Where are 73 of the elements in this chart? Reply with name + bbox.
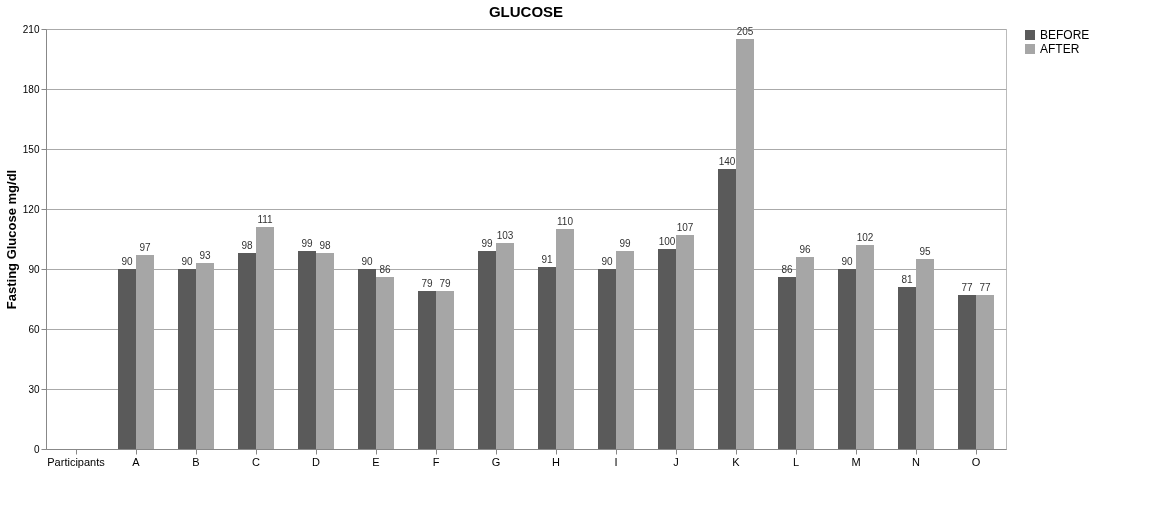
data-label: 90: [841, 256, 853, 267]
y-tick-label: 120: [22, 203, 40, 215]
data-label: 205: [736, 26, 754, 37]
bar: [478, 251, 496, 449]
data-label: 81: [901, 274, 913, 285]
data-label: 98: [319, 240, 331, 251]
x-tick-label: N: [912, 455, 921, 468]
x-tick-label: I: [614, 455, 618, 468]
data-label: 99: [301, 238, 313, 249]
data-label: 140: [718, 156, 736, 167]
data-label: 98: [241, 240, 253, 251]
x-tick-label: B: [192, 455, 200, 468]
x-tick-label: L: [792, 455, 800, 468]
data-label: 110: [557, 216, 574, 227]
bar: [718, 169, 736, 449]
legend-label: BEFORE: [1040, 28, 1090, 42]
data-label: 79: [439, 278, 451, 289]
data-label: 77: [979, 282, 991, 293]
y-tick-label: 90: [28, 263, 40, 275]
bar: [238, 253, 256, 449]
bar: [358, 269, 376, 449]
bar: [778, 277, 796, 449]
legend-label: AFTER: [1040, 42, 1080, 56]
data-label: 100: [658, 236, 676, 247]
x-tick-label: F: [432, 455, 440, 468]
data-label: 102: [856, 232, 874, 243]
data-label: 99: [481, 238, 493, 249]
data-label: 86: [379, 264, 391, 275]
y-tick-label: 210: [22, 23, 40, 35]
x-tick-label: O: [971, 455, 981, 468]
y-tick-label: 150: [22, 143, 40, 155]
data-label: 90: [601, 256, 613, 267]
data-label: 77: [961, 282, 973, 293]
x-tick-label: D: [312, 455, 321, 468]
y-tick-label: 180: [22, 83, 40, 95]
y-tick-label: 30: [28, 383, 40, 395]
bar: [658, 249, 676, 449]
data-label: 93: [199, 250, 211, 261]
x-tick-label: J: [673, 455, 679, 468]
bar: [898, 287, 916, 449]
bar: [178, 269, 196, 449]
x-tick-label: G: [491, 455, 501, 468]
data-label: 79: [421, 278, 433, 289]
bar: [838, 269, 856, 449]
data-label: 111: [257, 214, 274, 225]
data-label: 107: [676, 222, 694, 233]
y-tick-label: 60: [28, 323, 40, 335]
data-label: 91: [541, 254, 553, 265]
x-tick-label: A: [132, 455, 141, 468]
bar: [118, 269, 136, 449]
bar: [598, 269, 616, 449]
x-tick-label: K: [732, 455, 741, 468]
bar: [418, 291, 436, 449]
x-tick-label: H: [552, 455, 561, 468]
y-tick-label: 0: [33, 443, 40, 455]
y-axis-title: Fasting Glucose mg/dl: [3, 169, 19, 310]
data-label: 103: [496, 230, 514, 241]
x-tick-label: M: [851, 455, 861, 468]
data-label: 86: [781, 264, 793, 275]
data-label: 90: [361, 256, 373, 267]
bar: [538, 267, 556, 449]
data-label: 96: [799, 244, 811, 255]
x-tick-label: Participants: [47, 455, 106, 468]
chart-title: GLUCOSE: [488, 3, 564, 20]
x-tick-label: E: [372, 455, 380, 468]
data-label: 99: [619, 238, 631, 249]
bar: [958, 295, 976, 449]
bar: [298, 251, 316, 449]
data-label: 97: [139, 242, 151, 253]
data-label: 90: [181, 256, 193, 267]
data-label: 95: [919, 246, 931, 257]
data-label: 90: [121, 256, 133, 267]
x-tick-label: C: [252, 455, 261, 468]
